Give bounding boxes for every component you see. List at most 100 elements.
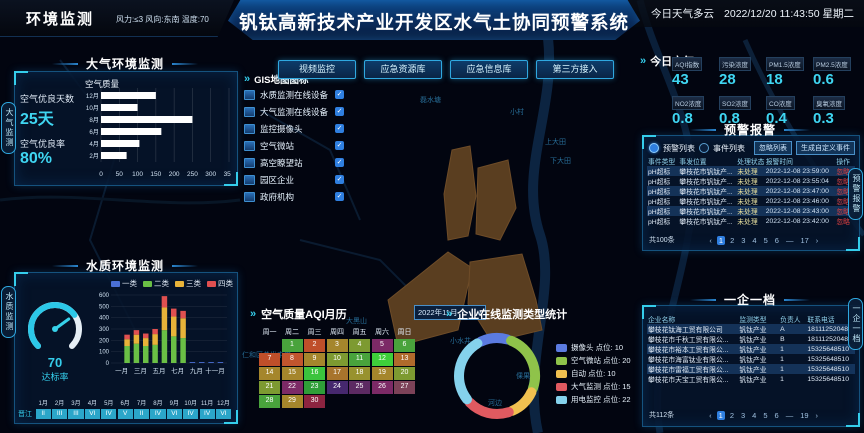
calendar-day[interactable]: 4 (349, 339, 370, 352)
donut-legend-item: 摄像头 点位: 10 (556, 341, 631, 354)
page-next[interactable]: › (815, 235, 819, 245)
calendar-day[interactable]: 11 (349, 353, 370, 366)
svg-text:2月: 2月 (89, 153, 99, 160)
page-prev[interactable]: ‹ (709, 235, 712, 245)
air-stat-value: 28 (719, 71, 736, 88)
layer-checkbox[interactable]: ✓ (335, 192, 344, 201)
layer-checkbox[interactable]: ✓ (335, 141, 344, 150)
calendar-day[interactable]: 1 (281, 339, 303, 352)
calendar-day[interactable]: 10 (326, 353, 348, 366)
calendar-day[interactable]: 13 (394, 353, 415, 366)
svg-text:九月: 九月 (190, 366, 203, 375)
side-tab-enterprise[interactable]: 一企一档 (848, 298, 863, 350)
svg-text:350: 350 (224, 171, 231, 178)
river-class-cell: II (133, 409, 150, 419)
calendar-day[interactable]: 9 (304, 353, 325, 366)
calendar-day[interactable]: 20 (394, 367, 415, 380)
page-number[interactable]: 5 (763, 410, 768, 420)
main-title-bar: 钒钛高新技术产业开发区水气土协同预警系统 (228, 0, 640, 40)
side-tab-water[interactable]: 水质监测 (1, 286, 16, 338)
page-number[interactable]: 4 (752, 410, 757, 420)
radio-event-list[interactable] (699, 143, 709, 153)
calendar-day[interactable]: 24 (326, 381, 348, 394)
table-cell: 15325648510 (807, 365, 849, 373)
calendar-day[interactable]: 17 (326, 367, 348, 380)
side-tab-alarm[interactable]: 预警报警 (848, 168, 863, 220)
ignore-list-button[interactable]: 忽略列表 (754, 141, 792, 155)
map-button-4[interactable]: 第三方接入 (536, 60, 614, 79)
page-number[interactable]: 3 (741, 410, 746, 420)
map-button-3[interactable]: 应急信息库 (450, 60, 528, 79)
page-number[interactable]: 1 (716, 410, 725, 420)
calendar-day[interactable]: 7 (259, 353, 280, 366)
weather-summary: 风力:≤3 风向:东南 温度:70 (116, 15, 209, 24)
ignore-action[interactable]: 忽略 (836, 169, 850, 176)
calendar-day[interactable]: 22 (281, 381, 303, 394)
table-cell: A (780, 325, 785, 333)
page-next[interactable]: › (815, 410, 819, 420)
calendar-day[interactable]: 19 (371, 367, 393, 380)
calendar-day[interactable]: 29 (281, 395, 303, 408)
calendar-day[interactable]: 8 (281, 353, 303, 366)
layer-checkbox[interactable]: ✓ (335, 107, 344, 116)
table-cell: 2022-12-08 23:46:00 (765, 197, 829, 205)
table-cell: 攀枝花市钒钛产... (679, 199, 733, 206)
page-number[interactable]: 2 (730, 235, 735, 245)
layer-checkbox[interactable]: ✓ (335, 158, 344, 167)
calendar-day[interactable]: 12 (371, 353, 393, 366)
page-number[interactable]: 6 (774, 410, 779, 420)
svg-text:0: 0 (99, 171, 103, 178)
calendar-day[interactable]: 18 (349, 367, 370, 380)
map-place-label: 大黑山 (346, 318, 367, 325)
layer-checkbox[interactable]: ✓ (335, 175, 344, 184)
table-row: pH超标 攀枝花市钒钛产... 未处理 2022-12-08 23:55:04 忽略 (647, 176, 855, 187)
calendar-day[interactable]: 30 (304, 395, 325, 408)
water-legend-item: 四类 (207, 278, 233, 289)
month-select[interactable]: 2022年11月 ∨ (414, 305, 486, 320)
calendar-day[interactable]: 14 (259, 367, 280, 380)
page-number[interactable]: 17 (800, 235, 809, 245)
svg-text:500: 500 (99, 304, 110, 310)
calendar-day[interactable]: 26 (371, 381, 393, 394)
legend-swatch (556, 343, 567, 352)
page-number[interactable]: 1 (716, 235, 726, 245)
gis-layers-header: » GIS地图图标 (244, 72, 344, 86)
map-button-2[interactable]: 应急资源库 (364, 60, 442, 79)
page-number[interactable]: 19 (800, 410, 809, 420)
page-number[interactable]: 3 (741, 235, 746, 245)
layer-checkbox[interactable]: ✓ (335, 124, 344, 133)
page-number[interactable]: 4 (752, 235, 757, 245)
calendar-day[interactable]: 23 (304, 381, 325, 394)
ignore-action[interactable]: 忽略 (836, 219, 850, 226)
ignore-action[interactable]: 忽略 (836, 179, 850, 186)
map-button-1[interactable]: 视频监控 (278, 60, 356, 79)
page-number[interactable]: 6 (774, 235, 779, 245)
water-panel-title: 水质环境监测 (14, 257, 236, 274)
calendar-day[interactable]: 5 (371, 339, 393, 352)
ignore-action[interactable]: 忽略 (836, 209, 850, 216)
table-cell: 攀枝花市钒钛产... (679, 179, 733, 186)
table-cell: 攀枝花市天宝工贸有限公... (648, 377, 729, 384)
page-prev[interactable]: ‹ (709, 410, 712, 420)
calendar-day[interactable]: 15 (281, 367, 303, 380)
river-class-cell: V (117, 409, 133, 419)
calendar-day[interactable]: 21 (259, 381, 280, 394)
calendar-day[interactable]: 28 (259, 395, 280, 408)
calendar-day[interactable]: 2 (304, 339, 325, 352)
river-month: 7月 (136, 401, 147, 407)
calendar-day[interactable]: 27 (394, 381, 415, 394)
radio-warning-list[interactable] (649, 143, 659, 153)
ignore-action[interactable]: 忽略 (836, 199, 850, 206)
layer-checkbox[interactable]: ✓ (335, 90, 344, 99)
calendar-day[interactable]: 3 (326, 339, 348, 352)
custom-event-button[interactable]: 生成自定义事件 (796, 141, 855, 155)
page-number[interactable]: 2 (729, 410, 734, 420)
river-class-cell: IV (101, 409, 117, 419)
side-tab-air[interactable]: 大气监测 (1, 102, 16, 154)
calendar-day[interactable]: 16 (304, 367, 325, 380)
calendar-day[interactable]: 25 (349, 381, 370, 394)
calendar-day[interactable]: 6 (394, 339, 415, 352)
page-number[interactable]: 5 (763, 235, 768, 245)
chevrons-icon: » (640, 55, 647, 67)
ignore-action[interactable]: 忽略 (836, 189, 850, 196)
